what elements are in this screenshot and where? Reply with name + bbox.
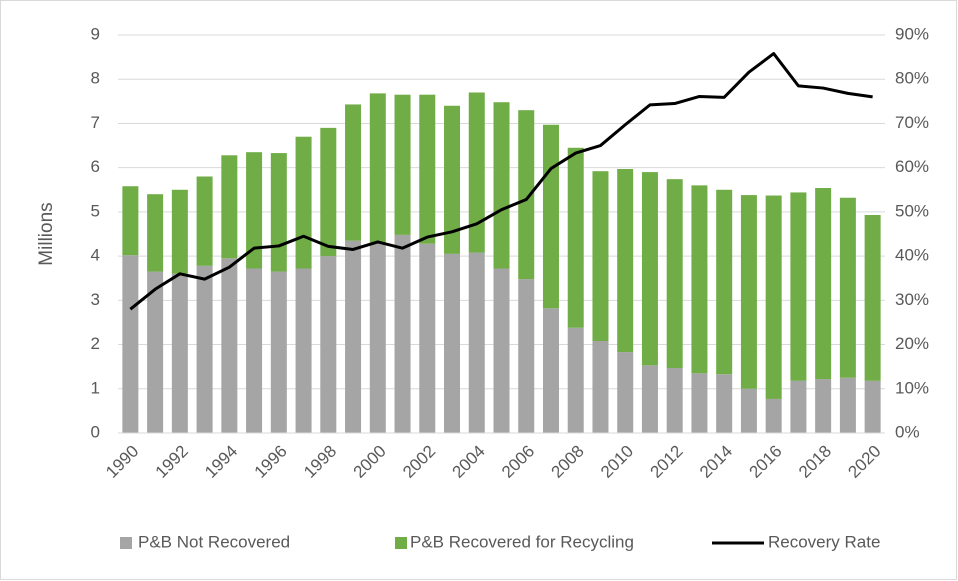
bar [345,240,362,433]
bar [295,136,312,269]
bar [864,214,881,381]
legend-label: P&B Recovered for Recycling [410,532,634,551]
bar [740,195,757,389]
bar [815,379,832,433]
bar [246,268,263,433]
bar [196,265,213,433]
bar [196,176,213,266]
bar [666,367,683,433]
line [129,52,873,311]
bar [369,93,386,243]
y-tick-label: 9 [91,24,100,43]
bar [171,273,188,433]
y-tick-label: 4 [91,246,100,265]
bar [419,243,436,433]
bar [468,252,485,433]
y2-tick-label: 80% [895,69,929,88]
y2-tick-label: 70% [895,113,929,132]
bar [171,189,188,274]
y2-tick-label: 50% [895,201,929,220]
bar [740,388,757,433]
bar [295,268,312,433]
bar [542,124,559,309]
y2-tick-label: 60% [895,157,929,176]
y2-tick-label: 30% [895,290,929,309]
bar [394,94,411,235]
bar [839,377,856,433]
bar [147,271,164,433]
bar [345,104,362,241]
bar [493,102,510,269]
y-tick-label: 2 [91,334,100,353]
bar [641,172,658,366]
bar [270,153,287,272]
y-tick-label: 8 [91,69,100,88]
legend-label: Recovery Rate [768,532,880,551]
y-tick-label: 0 [91,422,100,441]
legend-label: P&B Not Recovered [138,532,290,551]
y-tick-label: 7 [91,113,100,132]
bar [419,94,436,244]
bar [617,168,634,353]
y-axis-label: Millions [36,202,57,265]
legend-swatch [395,537,407,549]
bar [815,188,832,380]
y2-tick-label: 10% [895,378,929,397]
y2-tick-label: 40% [895,246,929,265]
bar [790,380,807,433]
bar [493,268,510,433]
bar [839,197,856,378]
bar [394,234,411,433]
bar [122,255,139,433]
y-tick-label: 6 [91,157,100,176]
bar [716,189,733,375]
bar [567,327,584,433]
y2-tick-label: 20% [895,334,929,353]
bar [122,186,139,256]
y-tick-label: 1 [91,378,100,397]
y-tick-label: 3 [91,290,100,309]
bar [320,256,337,433]
bar [518,110,535,280]
bar [592,341,609,433]
bar [666,179,683,368]
bar [691,373,708,433]
bar [691,185,708,374]
bar [518,279,535,433]
bar [617,352,634,433]
y-tick-label: 5 [91,201,100,220]
bar [567,147,584,328]
bar [147,194,164,272]
bar [444,105,461,254]
y2-tick-label: 0% [895,422,920,441]
bar [765,195,782,399]
bar [641,365,658,433]
bar [444,253,461,433]
bar [716,374,733,433]
bar [864,380,881,433]
legend-swatch [120,537,132,549]
bar [790,192,807,381]
bar [221,155,238,259]
bar [320,127,337,257]
bar [270,271,287,433]
bar [246,152,263,269]
bar [542,308,559,433]
bar [468,92,485,253]
bar [369,242,386,433]
bar [221,258,238,433]
bar [592,171,609,342]
bar [765,398,782,433]
y2-tick-label: 90% [895,24,929,43]
